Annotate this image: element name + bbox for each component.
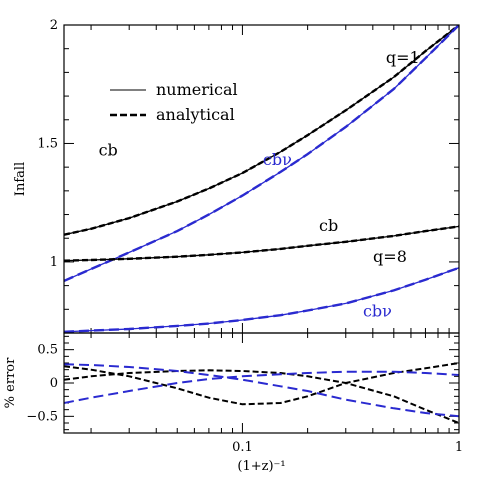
series-line (64, 267, 459, 333)
y-tick-label: 0 (50, 376, 58, 391)
series-line-analytical (64, 225, 459, 262)
series-group (64, 362, 459, 424)
curve-annotation: cb (99, 140, 118, 159)
x-ticks (90, 25, 460, 333)
y-tick-label: −0.5 (26, 409, 58, 424)
legend-label-numerical: numerical (156, 80, 238, 99)
x-tick-label: 0.1 (232, 440, 253, 455)
plot-frame (63, 24, 460, 334)
legend: numerical analytical (110, 80, 238, 124)
x-ticks (90, 333, 460, 433)
bottom-panel: 0.5 0 −0.5 0.1 1 % error (1+z)⁻¹ (3, 332, 463, 474)
y-tick-label: 0.5 (37, 343, 58, 358)
x-axis-label: (1+z)⁻¹ (237, 459, 285, 474)
y-axis-label: Infall (13, 162, 28, 196)
series-line-analytical (64, 266, 459, 333)
series-line-analytical (64, 25, 459, 282)
series-group (64, 25, 459, 333)
curve-annotation: q=1 (386, 48, 420, 67)
series-line-analytical (64, 25, 459, 236)
legend-label-analytical: analytical (156, 105, 235, 124)
series-line (64, 363, 459, 418)
curve-annotation: cb (319, 216, 338, 235)
top-panel: 1 1.5 2 Infall numerical analytical q=1 cb cbν cb… (13, 18, 460, 334)
curve-annotation: cbν (263, 150, 292, 169)
series-line (64, 369, 459, 424)
y-axis-label: % error (3, 357, 18, 408)
plot-frame (63, 332, 460, 434)
series-line (64, 370, 459, 404)
y-ticks (64, 24, 459, 334)
y-tick-label: 2 (50, 18, 58, 33)
curve-annotation: cbν (363, 301, 392, 320)
y-tick-label: 1 (50, 255, 58, 270)
x-tick-label: 1 (455, 440, 463, 455)
curve-annotation: q=8 (373, 247, 407, 266)
y-tick-label: 1.5 (37, 136, 58, 151)
